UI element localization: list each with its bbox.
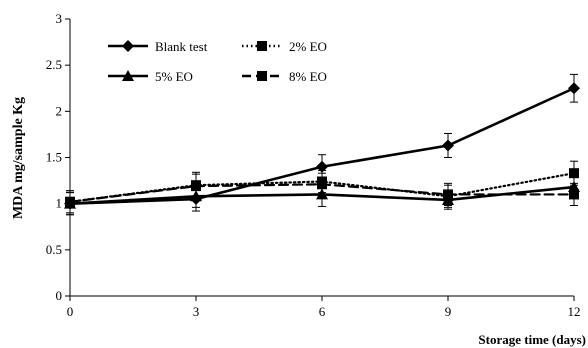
x-tick-label: 12 <box>568 304 581 319</box>
legend-marker <box>257 41 267 51</box>
data-point <box>569 189 579 200</box>
y-axis-label: MDA mg/sample Kg <box>11 97 26 219</box>
data-point <box>191 181 201 192</box>
y-tick-label: 0.5 <box>46 242 62 257</box>
data-point <box>568 82 580 95</box>
legend-marker <box>122 70 134 81</box>
legend-item-1: Blank test <box>108 39 208 54</box>
legend-marker <box>257 71 267 81</box>
x-axis-label: Storage time (days) <box>478 332 586 347</box>
x-tick-label: 3 <box>193 304 200 319</box>
data-point <box>317 179 327 190</box>
legend-item-4: 8% EO <box>242 69 327 84</box>
legend-label: 8% EO <box>289 69 327 84</box>
x-tick-label: 9 <box>445 304 452 319</box>
data-point <box>65 196 75 207</box>
y-tick-label: 1.5 <box>46 150 62 165</box>
legend-label: Blank test <box>155 39 208 54</box>
y-tick-label: 2 <box>56 103 63 118</box>
legend-label: 2% EO <box>289 39 327 54</box>
legend-item-3: 5% EO <box>108 69 193 84</box>
legend-marker <box>122 40 134 52</box>
data-point <box>316 160 328 173</box>
y-tick-label: 2.5 <box>46 57 62 72</box>
data-point <box>569 168 579 179</box>
legend: Blank test 2% EO 5% EO 8% EO <box>108 39 327 84</box>
legend-item-2: 2% EO <box>242 39 327 54</box>
data-point <box>442 139 454 152</box>
y-tick-label: 3 <box>56 11 63 26</box>
x-tick-label: 6 <box>319 304 326 319</box>
y-tick-label: 0 <box>56 288 63 303</box>
series-4 <box>65 172 579 214</box>
data-point <box>443 189 453 200</box>
y-tick-label: 1 <box>56 196 63 211</box>
legend-label: 5% EO <box>155 69 193 84</box>
ticks: 0 0.5 1 1.5 2 2.5 3 0 3 6 9 12 <box>46 11 581 319</box>
series-group <box>64 73 580 216</box>
x-tick-label: 0 <box>67 304 74 319</box>
